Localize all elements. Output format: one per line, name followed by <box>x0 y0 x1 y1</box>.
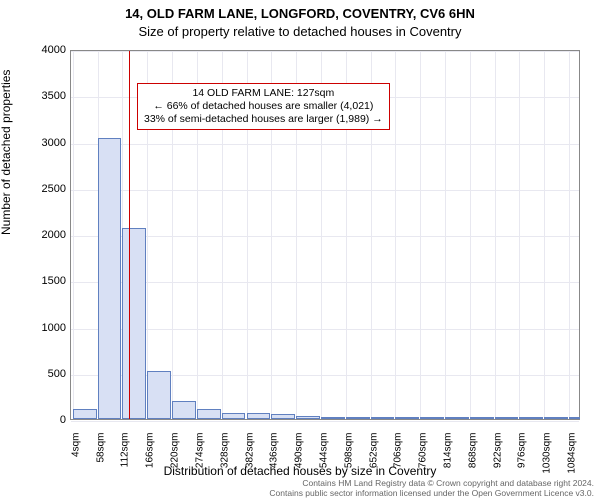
gridline-v <box>544 51 545 419</box>
bar <box>470 417 494 419</box>
bar <box>296 416 320 419</box>
y-axis-label: Number of detached properties <box>0 70 13 235</box>
gridline-h <box>71 51 579 52</box>
y-tick-label: 500 <box>24 368 66 380</box>
bar <box>197 409 221 419</box>
chart-subtitle: Size of property relative to detached ho… <box>0 24 600 39</box>
gridline-v <box>445 51 446 419</box>
x-tick-label: 760sqm <box>418 433 429 483</box>
annotation-box: 14 OLD FARM LANE: 127sqm ← 66% of detach… <box>137 83 390 130</box>
x-tick-label: 490sqm <box>294 433 305 483</box>
bar <box>172 401 196 419</box>
x-tick-label: 220sqm <box>170 433 181 483</box>
chart-title: 14, OLD FARM LANE, LONGFORD, COVENTRY, C… <box>0 6 600 21</box>
x-tick-label: 382sqm <box>244 433 255 483</box>
gridline-v <box>519 51 520 419</box>
gridline-h <box>71 282 579 283</box>
x-tick-label: 706sqm <box>393 433 404 483</box>
x-tick-label: 814sqm <box>443 433 454 483</box>
gridline-v <box>395 51 396 419</box>
bar <box>98 138 122 419</box>
bar <box>519 417 543 419</box>
x-tick-label: 598sqm <box>343 433 354 483</box>
annot-line2: ← 66% of detached houses are smaller (4,… <box>144 100 383 113</box>
gridline-v <box>420 51 421 419</box>
bar <box>495 417 519 419</box>
y-tick-label: 1000 <box>24 322 66 334</box>
gridline-h <box>71 190 579 191</box>
bar <box>445 417 469 419</box>
x-tick-label: 58sqm <box>95 433 106 483</box>
footer-line2: Contains public sector information licen… <box>269 488 594 498</box>
bar <box>395 417 419 419</box>
x-tick-label: 652sqm <box>368 433 379 483</box>
bar <box>222 413 246 419</box>
x-tick-label: 166sqm <box>145 433 156 483</box>
x-tick-label: 436sqm <box>269 433 280 483</box>
gridline-h <box>71 236 579 237</box>
y-tick-label: 2500 <box>24 183 66 195</box>
bar <box>371 417 395 419</box>
gridline-v <box>495 51 496 419</box>
gridline-h <box>71 421 579 422</box>
x-tick-label: 976sqm <box>517 433 528 483</box>
x-tick-label: 112sqm <box>120 433 131 483</box>
annot-line1: 14 OLD FARM LANE: 127sqm <box>144 87 383 100</box>
plot-area: 14 OLD FARM LANE: 127sqm ← 66% of detach… <box>70 50 580 420</box>
bar <box>544 417 568 419</box>
bar <box>321 417 345 419</box>
x-tick-label: 328sqm <box>219 433 230 483</box>
y-tick-label: 3500 <box>24 90 66 102</box>
gridline-h <box>71 329 579 330</box>
chart-container: 14, OLD FARM LANE, LONGFORD, COVENTRY, C… <box>0 0 600 500</box>
bar <box>569 417 580 419</box>
annot-line3: 33% of semi-detached houses are larger (… <box>144 113 383 126</box>
y-tick-label: 0 <box>24 414 66 426</box>
bar <box>271 414 295 419</box>
x-tick-label: 1084sqm <box>567 433 578 483</box>
gridline-v <box>470 51 471 419</box>
bar <box>346 417 370 419</box>
x-tick-label: 1030sqm <box>542 433 553 483</box>
y-tick-label: 3000 <box>24 137 66 149</box>
x-tick-label: 4sqm <box>70 433 81 483</box>
y-tick-label: 1500 <box>24 275 66 287</box>
x-tick-label: 868sqm <box>467 433 478 483</box>
bar <box>420 417 444 419</box>
gridline-v <box>569 51 570 419</box>
gridline-v <box>73 51 74 419</box>
bar <box>147 371 171 419</box>
reference-line <box>129 51 130 419</box>
x-tick-label: 544sqm <box>318 433 329 483</box>
x-tick-label: 274sqm <box>194 433 205 483</box>
bar <box>73 409 97 419</box>
gridline-h <box>71 144 579 145</box>
bar <box>247 413 271 419</box>
y-tick-label: 4000 <box>24 44 66 56</box>
x-tick-label: 922sqm <box>492 433 503 483</box>
bar <box>122 228 146 419</box>
y-tick-label: 2000 <box>24 229 66 241</box>
